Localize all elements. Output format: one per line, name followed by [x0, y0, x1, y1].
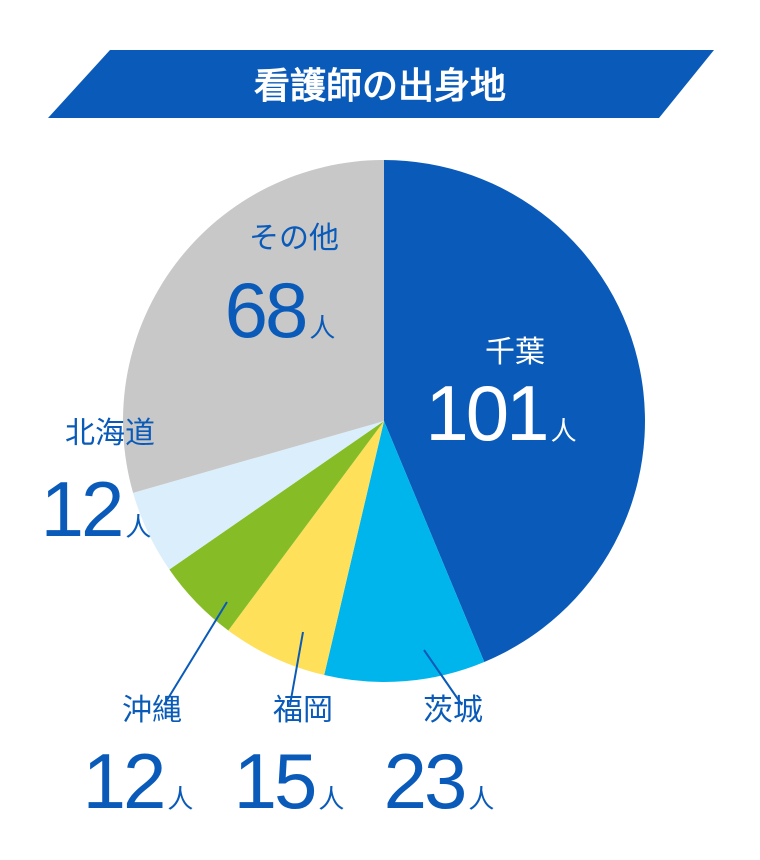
slice-label-value: 101 人: [425, 369, 576, 457]
leader-line-2: [289, 631, 304, 706]
slice-label-value: 12 人: [83, 737, 194, 825]
slice-2: [228, 421, 384, 676]
slice-label-name: 茨城: [423, 693, 483, 728]
slice-label-name: 福岡: [273, 693, 333, 728]
slice-5: [123, 160, 385, 493]
leader-line-1: [423, 649, 463, 706]
chart-title: 看護師の出身地: [254, 66, 506, 107]
slice-label-value: 15 人: [234, 737, 345, 825]
slice-label-value: 12 人: [41, 465, 152, 553]
title-banner-bg: [48, 50, 714, 118]
slice-0: [384, 160, 645, 662]
slice-label-value: 23 人: [384, 737, 495, 825]
slice-label-name: 千葉: [485, 335, 545, 370]
pie-slices: [123, 160, 645, 683]
slice-4: [133, 421, 384, 570]
slice-3: [169, 421, 384, 631]
title-banner: 看護師の出身地: [48, 50, 714, 118]
leader-line-3: [163, 601, 228, 706]
slice-1: [324, 421, 485, 683]
slice-label-name: 北海道: [65, 416, 155, 451]
slice-label-name: 沖縄: [122, 693, 182, 728]
slice-label-name: その他: [249, 221, 339, 256]
slice-label-value: 68 人: [225, 266, 336, 354]
leader-lines: [163, 601, 463, 706]
